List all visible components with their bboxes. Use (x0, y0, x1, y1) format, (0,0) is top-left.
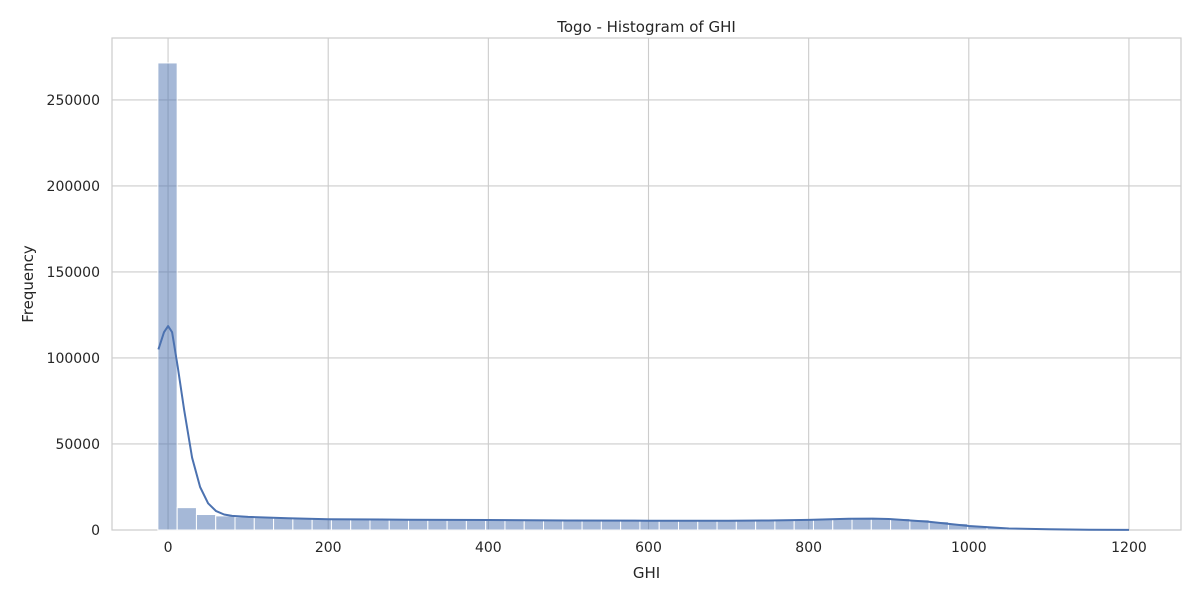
y-axis-label: Frequency (19, 245, 37, 323)
x-tick-label: 200 (315, 540, 342, 556)
chart-title: Togo - Histogram of GHI (556, 18, 736, 36)
histogram-bar (350, 518, 371, 531)
histogram-bar (600, 520, 622, 531)
y-axis-ticks: 0 50000 100000 150000 200000 250000 (47, 93, 100, 539)
histogram-bar (446, 519, 467, 531)
histogram-bar (195, 514, 217, 531)
histogram-bar (562, 520, 583, 531)
x-tick-label: 0 (164, 540, 173, 556)
histogram-bar (523, 519, 545, 531)
histogram-bar (658, 520, 679, 531)
histogram-bar (677, 520, 699, 531)
histogram-bar (774, 519, 795, 531)
histogram-bar (485, 519, 506, 531)
histogram-bar (735, 520, 757, 531)
bars (157, 62, 1123, 531)
histogram-bar (273, 517, 294, 531)
histogram-bar (639, 520, 660, 531)
histogram-bar (157, 62, 178, 531)
histogram-bar (504, 519, 525, 531)
histogram-bar (369, 519, 390, 531)
histogram-bar (215, 515, 236, 531)
kde-line (157, 325, 1130, 531)
histogram-bar (427, 519, 448, 531)
histogram-bar (176, 507, 197, 531)
histogram-bar (832, 518, 853, 531)
x-tick-label: 1200 (1111, 540, 1147, 556)
histogram-bar (388, 519, 410, 531)
histogram-bar (311, 518, 332, 531)
x-tick-label: 400 (475, 540, 502, 556)
histogram-bar (697, 520, 718, 531)
histogram-bar (755, 520, 776, 531)
histogram-bar (543, 520, 564, 531)
histogram-bar (253, 517, 275, 531)
histogram-bar (330, 518, 352, 531)
histogram-bar (851, 517, 872, 531)
histogram-bar (292, 518, 313, 531)
y-tick-label: 100000 (47, 351, 100, 367)
y-tick-label: 50000 (55, 437, 100, 453)
histogram-bar (620, 520, 641, 531)
y-tick-label: 200000 (47, 179, 100, 195)
kde-curve (157, 325, 1130, 531)
histogram-bar (465, 519, 487, 531)
histogram-bar (793, 519, 814, 531)
x-tick-label: 800 (795, 540, 822, 556)
y-tick-label: 0 (91, 523, 100, 539)
x-axis-ticks: 0 200 400 600 800 1000 1200 (164, 540, 1147, 556)
histogram-bar (408, 519, 429, 531)
grid (112, 38, 1181, 531)
x-tick-label: 1000 (951, 540, 987, 556)
histogram-bar (234, 516, 255, 531)
y-tick-label: 250000 (47, 93, 100, 109)
histogram-bar (716, 520, 737, 531)
plot-area (111, 37, 1182, 531)
histogram-bar (581, 520, 602, 531)
histogram-bar (812, 518, 834, 531)
y-tick-label: 150000 (47, 265, 100, 281)
x-axis-label: GHI (633, 564, 660, 582)
x-tick-label: 600 (635, 540, 662, 556)
